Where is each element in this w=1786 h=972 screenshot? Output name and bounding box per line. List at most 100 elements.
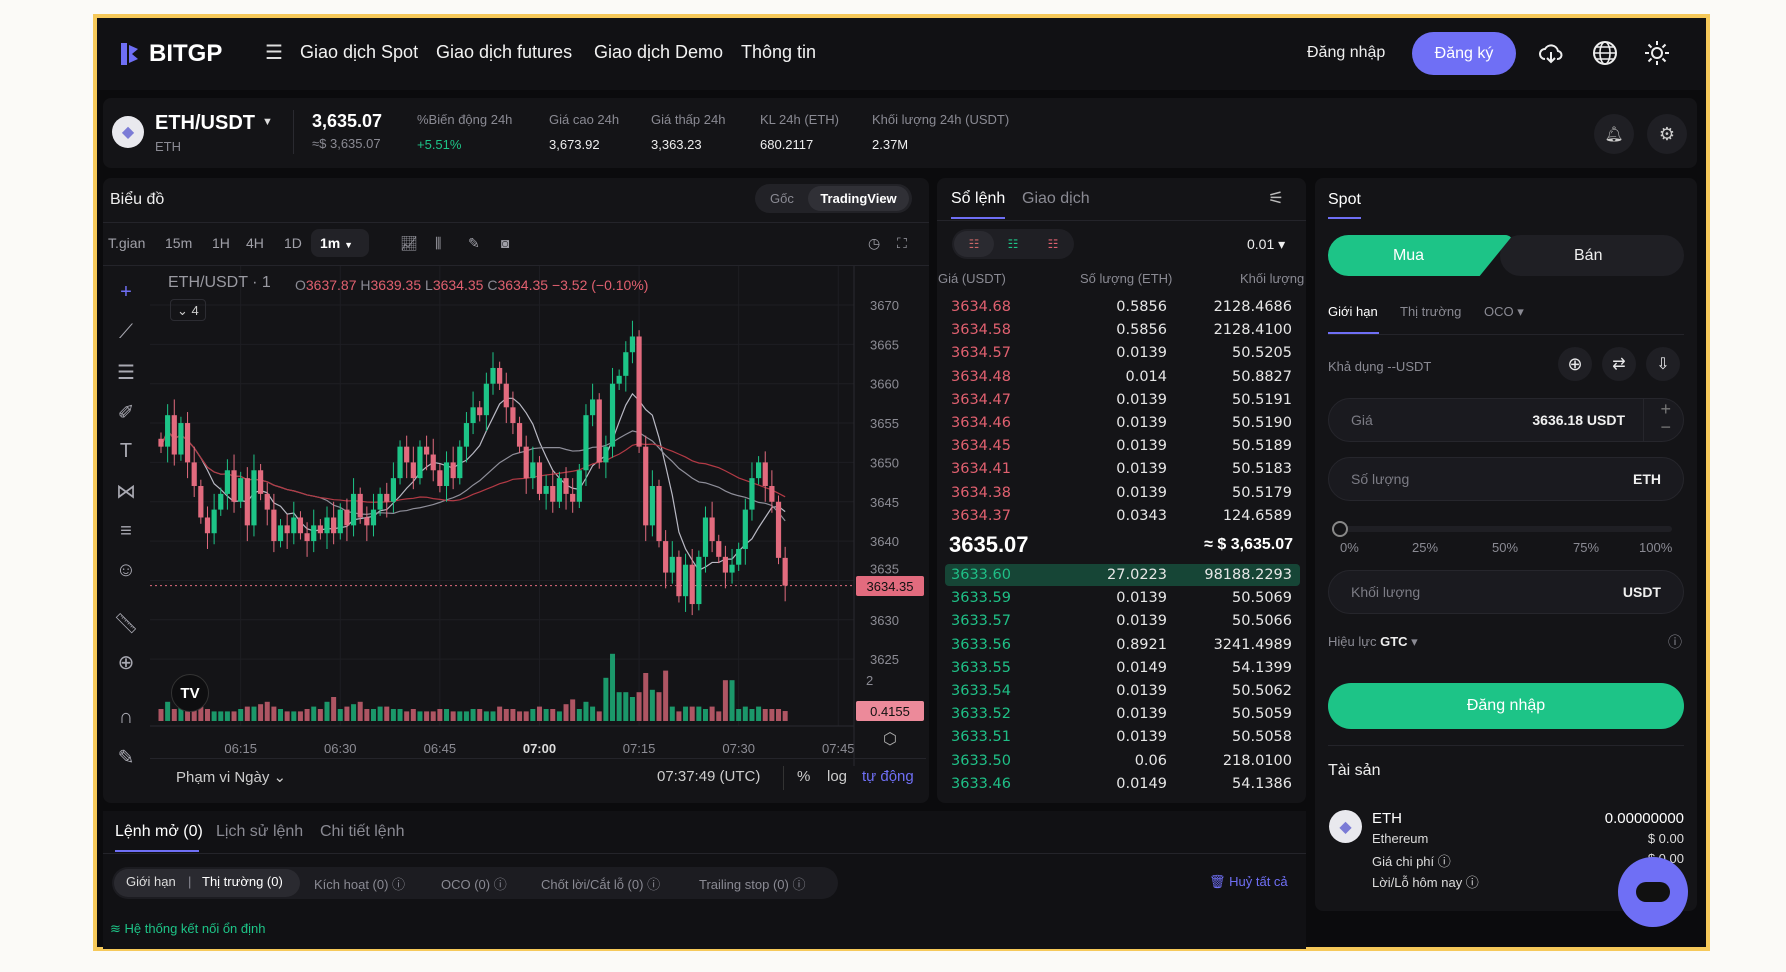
clock-replay-icon[interactable]: ◷	[868, 235, 881, 251]
nav-futures[interactable]: Giao dịch futures	[436, 42, 573, 62]
order-type-market[interactable]: Thị trường	[1400, 304, 1462, 319]
amount-slider-track[interactable]	[1340, 526, 1672, 532]
tab-trades[interactable]: Giao dịch	[1022, 190, 1090, 207]
price-decrement[interactable]: −	[1660, 417, 1671, 437]
ask-row[interactable]: 3634.57 0.0139 50.5205	[945, 342, 1300, 364]
quantity-input[interactable]: Số lượng ETH	[1328, 457, 1684, 501]
ask-row[interactable]: 3634.48 0.014 50.8827	[945, 366, 1300, 388]
ask-row[interactable]: 3634.37 0.0343 124.6589	[945, 505, 1300, 527]
filter-limit[interactable]: Giới hạn	[126, 874, 176, 889]
chat-support-button[interactable]	[1618, 857, 1688, 927]
candle-type-icon[interactable]: ⫼	[435, 235, 442, 251]
ask-row[interactable]: 3634.46 0.0139 50.5190	[945, 412, 1300, 434]
sun-icon[interactable]	[1644, 40, 1670, 66]
globe-icon[interactable]	[1592, 40, 1618, 66]
ask-row[interactable]: 3634.68 0.5856 2128.4686	[945, 296, 1300, 318]
interval-1d[interactable]: 1D	[284, 235, 302, 251]
orderbook-settings-icon[interactable]: ⚟	[1268, 188, 1285, 208]
slider-mark-0[interactable]: 0%	[1340, 540, 1359, 555]
pattern-icon[interactable]: ⋈	[116, 480, 136, 503]
mode-native[interactable]: Gốc	[770, 191, 794, 206]
deposit-plus-icon[interactable]: ⊕	[1558, 347, 1592, 381]
fullscreen-icon[interactable]: ⛶	[897, 235, 907, 251]
download-circle-icon[interactable]: ⇩	[1646, 347, 1680, 381]
view-both-icon[interactable]: ☷	[954, 231, 994, 257]
slider-mark-75[interactable]: 75%	[1573, 540, 1600, 555]
filter-trailing-stop[interactable]: Trailing stop (0) ⓘ	[699, 877, 806, 892]
pencil-icon[interactable]: ✎	[468, 235, 480, 251]
bid-row[interactable]: 3633.50 0.06 218.0100	[945, 750, 1300, 772]
filter-trigger[interactable]: Kích hoạt (0) ⓘ	[314, 877, 406, 892]
ask-row[interactable]: 3634.45 0.0139 50.5189	[945, 435, 1300, 457]
tif-info-icon[interactable]: ⓘ	[1668, 634, 1682, 650]
ask-row[interactable]: 3634.38 0.0139 50.5179	[945, 482, 1300, 504]
filter-market[interactable]: Thị trường (0)	[202, 874, 283, 889]
filter-limit-market[interactable]	[114, 869, 300, 897]
bid-row[interactable]: 3633.57 0.0139 50.5066	[945, 610, 1300, 632]
tradingview-logo[interactable]: TV	[171, 674, 209, 712]
pair-dropdown-icon[interactable]: ▼	[262, 116, 273, 128]
time-axis-settings-icon[interactable]: ⬡	[883, 731, 897, 748]
nav-demo[interactable]: Giao dịch Demo	[594, 42, 724, 62]
auto-scale-toggle[interactable]: tự động	[862, 768, 914, 785]
precision-dropdown[interactable]: 0.01 ▾	[1247, 236, 1286, 252]
ask-row[interactable]: 3634.41 0.0139 50.5183	[945, 458, 1300, 480]
cloud-download-icon[interactable]	[1538, 40, 1564, 66]
text-tool-icon[interactable]: T	[119, 439, 133, 462]
ruler-icon[interactable]: 📏︎	[113, 612, 139, 635]
trendline-icon[interactable]: ⟋	[119, 320, 133, 343]
bid-row[interactable]: 3633.46 0.0149 54.1386	[945, 773, 1300, 795]
menu-icon[interactable]: ☰	[265, 41, 283, 64]
indicator-icon[interactable]: 📈︎	[400, 235, 418, 251]
order-type-oco[interactable]: OCO ▾	[1484, 304, 1524, 319]
tab-open-orders[interactable]: Lệnh mở (0)	[115, 823, 203, 840]
bid-row[interactable]: 3633.60 27.0223 98188.2293	[945, 564, 1300, 586]
indicators-collapse-button[interactable]: ⌄ 4	[170, 299, 206, 321]
settings-gear-icon[interactable]: ⚙	[1647, 114, 1687, 154]
bid-row[interactable]: 3633.51 0.0139 50.5058	[945, 726, 1300, 748]
login-link[interactable]: Đăng nhập	[1307, 44, 1386, 61]
time-in-force-dropdown[interactable]: Hiệu lực GTC ▾	[1328, 634, 1418, 649]
ask-row[interactable]: 3634.58 0.5856 2128.4100	[945, 319, 1300, 341]
order-type-limit[interactable]: Giới hạn	[1328, 304, 1378, 319]
zoom-in-icon[interactable]: ⊕	[117, 651, 135, 674]
fib-lines-icon[interactable]: ☰	[117, 361, 135, 384]
filter-tp-sl[interactable]: Chốt lời/Cắt lỗ (0) ⓘ	[541, 877, 661, 892]
bell-icon[interactable]: 🔔︎	[1594, 114, 1634, 154]
transfer-icon[interactable]: ⇄	[1602, 347, 1636, 381]
interval-1h[interactable]: 1H	[212, 235, 230, 251]
slider-mark-25[interactable]: 25%	[1412, 540, 1439, 555]
price-input[interactable]: Giá 3636.18 USDT + −	[1328, 398, 1684, 442]
slider-mark-100[interactable]: 100%	[1639, 540, 1673, 555]
bid-row[interactable]: 3633.55 0.0149 54.1399	[945, 657, 1300, 679]
interval-15m[interactable]: 15m	[165, 235, 193, 251]
tab-order-details[interactable]: Chi tiết lệnh	[320, 823, 405, 840]
cancel-all-button[interactable]: 🗑︎ Huỷ tất cả	[1209, 874, 1288, 889]
bid-row[interactable]: 3633.59 0.0139 50.5069	[945, 587, 1300, 609]
lock-drawing-icon[interactable]: ✎	[117, 746, 135, 769]
ask-row[interactable]: 3634.47 0.0139 50.5191	[945, 389, 1300, 411]
amount-slider-handle[interactable]	[1332, 521, 1348, 537]
buy-toggle[interactable]: Mua	[1328, 235, 1513, 276]
slider-mark-50[interactable]: 50%	[1492, 540, 1519, 555]
magnet-icon[interactable]: ∩	[118, 705, 134, 728]
prediction-icon[interactable]: ≡	[120, 519, 132, 542]
nav-spot[interactable]: Giao dịch Spot	[300, 42, 419, 62]
camera-icon[interactable]: ◙	[501, 235, 510, 251]
total-input[interactable]: Khối lượng USDT	[1328, 570, 1684, 614]
log-scale-toggle[interactable]: log	[827, 768, 848, 785]
tab-spot[interactable]: Spot	[1328, 191, 1361, 208]
nav-info[interactable]: Thông tin	[741, 42, 817, 62]
price-increment[interactable]: +	[1660, 399, 1671, 419]
interval-1m-dropdown[interactable]: 1m ▼	[311, 229, 369, 257]
brand-logo[interactable]: BITGP	[119, 40, 222, 68]
view-asks-icon[interactable]: ☷	[1047, 237, 1059, 251]
view-bids-icon[interactable]: ☷	[1007, 237, 1019, 251]
bid-row[interactable]: 3633.52 0.0139 50.5059	[945, 703, 1300, 725]
login-submit-button[interactable]: Đăng nhập	[1328, 683, 1684, 729]
sell-toggle[interactable]	[1500, 235, 1684, 276]
emoji-icon[interactable]: ☺	[115, 558, 137, 581]
bid-row[interactable]: 3633.56 0.8921 3241.4989	[945, 634, 1300, 656]
bid-row[interactable]: 3633.54 0.0139 50.5062	[945, 680, 1300, 702]
interval-4h[interactable]: 4H	[246, 235, 264, 251]
